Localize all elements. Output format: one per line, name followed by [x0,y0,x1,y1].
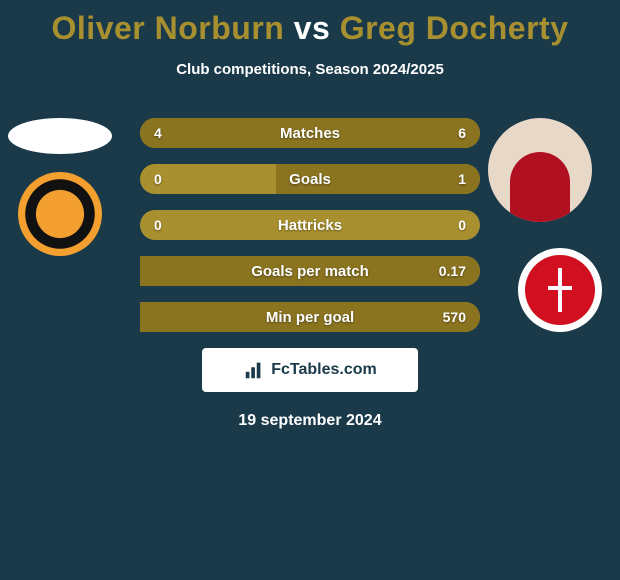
comparison-bars: 4Matches60Goals10Hattricks0Goals per mat… [140,118,480,332]
stat-value-right: 6 [458,125,466,141]
stat-label: Min per goal [140,309,480,326]
stat-label: Hattricks [140,217,480,234]
player1-club-badge [18,172,102,256]
player1-name: Oliver Norburn [52,10,285,46]
comparison-content: 4Matches60Goals10Hattricks0Goals per mat… [0,118,620,430]
sword-icon [558,268,562,312]
branding-box: FcTables.com [202,348,418,392]
player1-avatar-placeholder [8,118,112,154]
player2-avatar [488,118,592,222]
page-title: Oliver Norburn vs Greg Docherty [0,0,620,47]
bar-chart-icon [243,359,265,381]
stat-value-right: 570 [443,309,466,325]
stat-row: Min per goal570 [140,302,480,332]
vs-text: vs [294,10,331,46]
stat-label: Goals [140,171,480,188]
stat-value-right: 0.17 [439,263,466,279]
stat-value-right: 0 [458,217,466,233]
player2-club-badge [518,248,602,332]
stat-row: Goals per match0.17 [140,256,480,286]
stat-value-right: 1 [458,171,466,187]
stat-row: 0Hattricks0 [140,210,480,240]
player2-name: Greg Docherty [340,10,569,46]
stat-row: 4Matches6 [140,118,480,148]
stat-label: Goals per match [140,263,480,280]
stat-row: 0Goals1 [140,164,480,194]
branding-text: FcTables.com [271,361,377,379]
subtitle: Club competitions, Season 2024/2025 [0,61,620,78]
date-text: 19 september 2024 [0,412,620,430]
stat-label: Matches [140,125,480,142]
club-badge-inner [525,255,595,325]
